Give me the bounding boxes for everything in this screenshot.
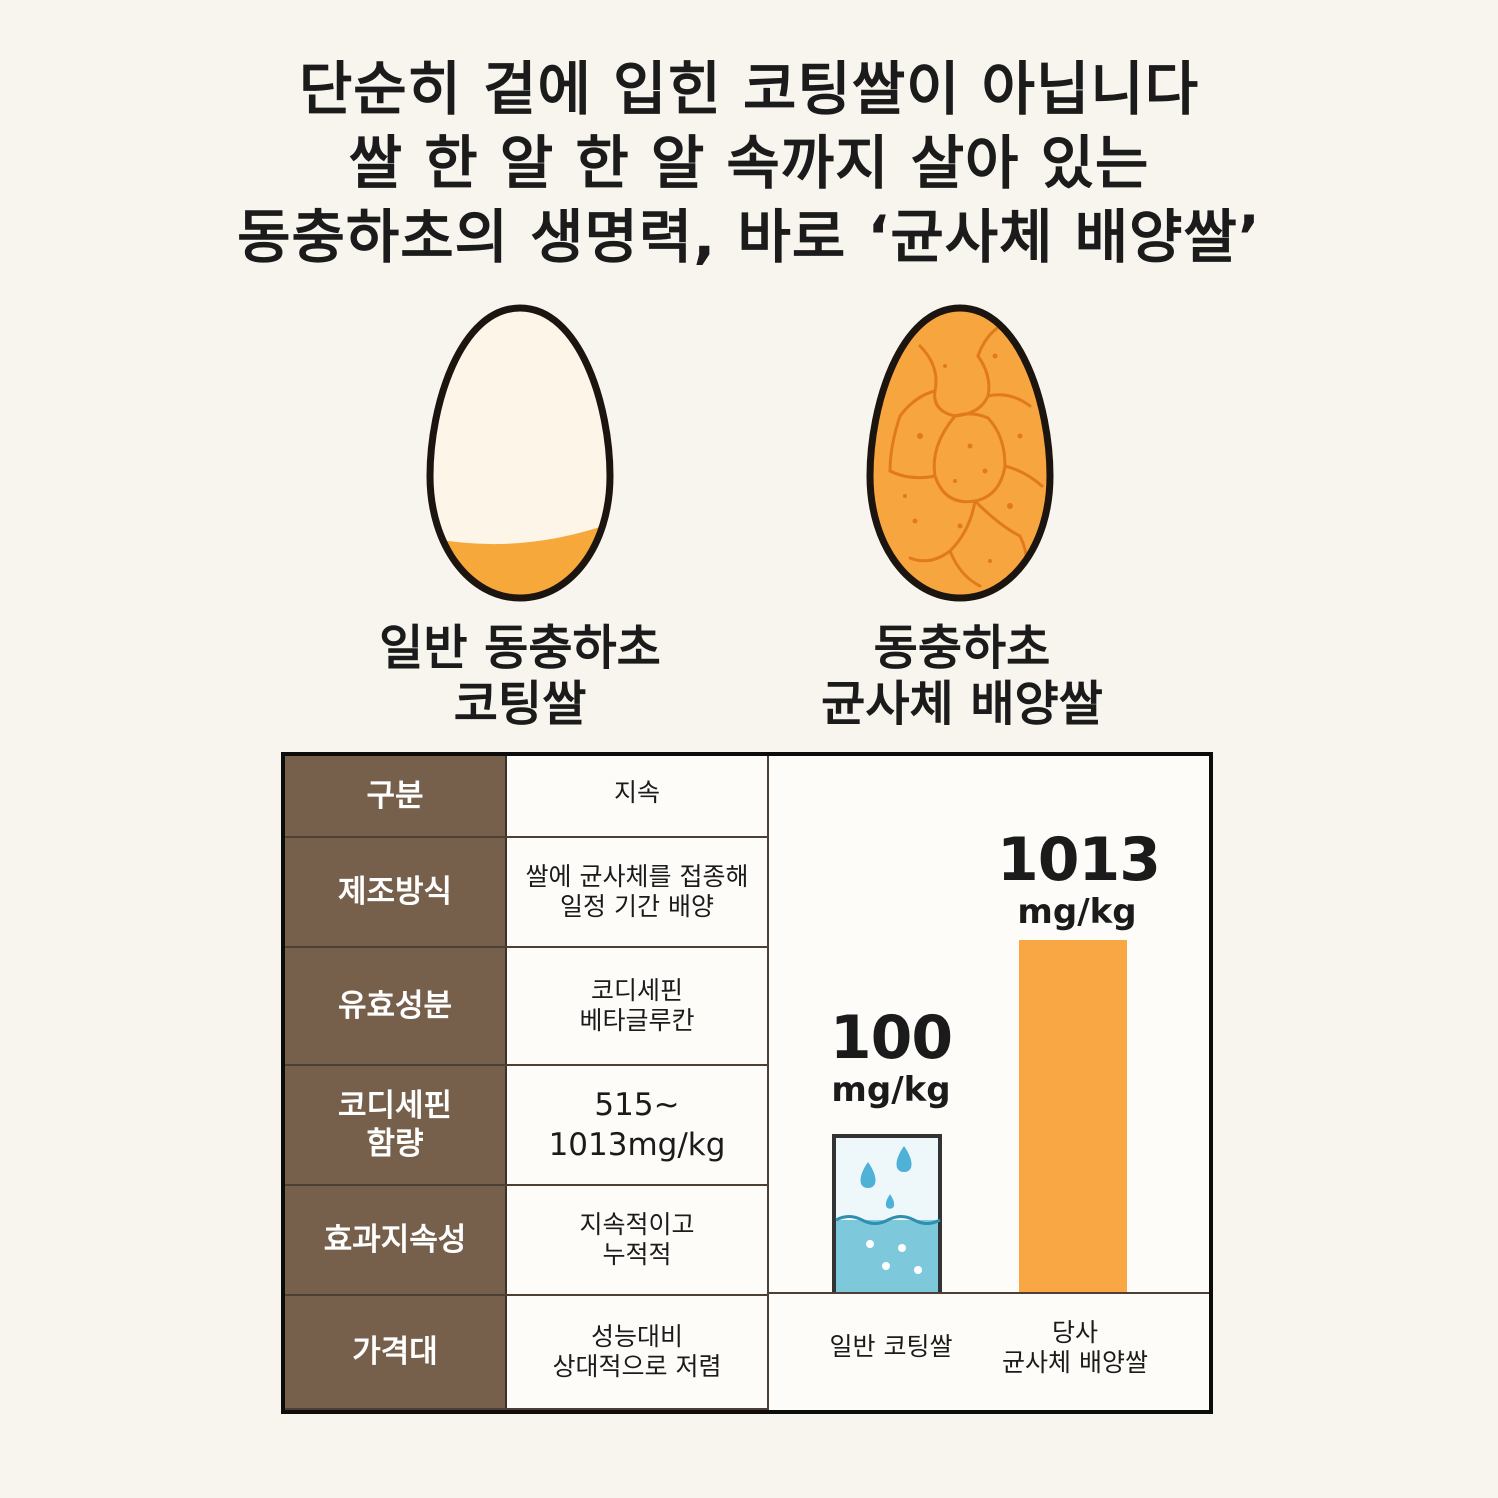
water-wave	[835, 1215, 941, 1225]
bar-value-number: 1013	[997, 825, 1161, 895]
row-header: 구분	[285, 756, 507, 836]
mycelium-rice-label-line-1: 동충하초	[873, 620, 1051, 676]
table-row: 구분 지속	[285, 756, 767, 838]
table-row: 가격대 성능대비 상대적으로 저렴	[285, 1296, 767, 1410]
row-header: 유효성분	[285, 948, 507, 1064]
row-value: 지속	[613, 778, 660, 807]
bubble	[898, 1244, 906, 1252]
water-drop-icon	[885, 1194, 895, 1209]
cordycepin-bar-chart	[832, 940, 1127, 1292]
water-drop-icon	[860, 1162, 876, 1188]
row-header: 효과지속성	[285, 1186, 507, 1294]
row-value: 지속적이고 누적적	[579, 1210, 695, 1269]
table-divider	[767, 756, 769, 1410]
row-header: 코디세핀 함량	[285, 1066, 507, 1184]
mycelium-rice-label-line-2: 균사체 배양쌀	[821, 676, 1103, 732]
bar-value-unit: mg/kg	[831, 1070, 951, 1110]
table-row: 코디세핀 함량 515~ 1013mg/kg	[285, 1066, 767, 1186]
row-header: 제조방식	[285, 838, 507, 946]
coated-rice-grain-illustration	[420, 296, 620, 612]
row-value: 성능대비 상대적으로 저렴	[552, 1322, 722, 1381]
row-header: 가격대	[285, 1296, 507, 1408]
row-value: 쌀에 균사체를 접종해 일정 기간 배양	[525, 862, 749, 921]
bar-value-number: 100	[829, 1003, 953, 1073]
row-value: 515~ 1013mg/kg	[548, 1087, 726, 1163]
mycelium-rice-grain-illustration	[860, 296, 1060, 612]
headline: 단순히 겉에 입힌 코팅쌀이 아닙니다 쌀 한 알 한 알 속까지 살아 있는 …	[0, 52, 1498, 274]
bubble	[914, 1266, 922, 1274]
comparison-table: 구분 지속 제조방식 쌀에 균사체를 접종해 일정 기간 배양 유효성분 코디세…	[281, 752, 1213, 1414]
table-row: 제조방식 쌀에 균사체를 접종해 일정 기간 배양	[285, 838, 767, 948]
chart-baseline	[769, 1292, 1209, 1294]
bar-coated-rice	[836, 1220, 938, 1292]
bar-mycelium-rice	[1019, 940, 1127, 1292]
table-row: 유효성분 코디세핀 베타글루칸	[285, 948, 767, 1066]
coated-rice-label-line-1: 일반 동충하초	[379, 620, 661, 676]
category-label: 당사 균사체 배양쌀	[1002, 1318, 1148, 1377]
coated-rice-label-line-2: 코팅쌀	[453, 676, 587, 732]
bar-value-unit: mg/kg	[1017, 892, 1137, 932]
bubble	[882, 1262, 890, 1270]
coated-rice-label: 일반 동충하초 코팅쌀	[310, 620, 730, 732]
bubble	[866, 1240, 874, 1248]
water-drop-icon	[896, 1146, 912, 1172]
headline-line-1: 단순히 겉에 입힌 코팅쌀이 아닙니다	[298, 55, 1200, 123]
bar-value-label: 100 mg/kg	[811, 1006, 971, 1110]
category-label: 일반 코팅쌀	[829, 1332, 953, 1361]
row-value: 코디세핀 베타글루칸	[579, 976, 695, 1035]
headline-line-2: 쌀 한 알 한 알 속까지 살아 있는	[348, 129, 1150, 197]
mycelium-rice-label: 동충하초 균사체 배양쌀	[752, 620, 1172, 732]
bar-value-label: 1013 mg/kg	[997, 825, 1161, 932]
table-row: 효과지속성 지속적이고 누적적	[285, 1186, 767, 1296]
headline-line-3: 동충하초의 생명력, 바로 ‘균사체 배양쌀’	[237, 203, 1261, 271]
